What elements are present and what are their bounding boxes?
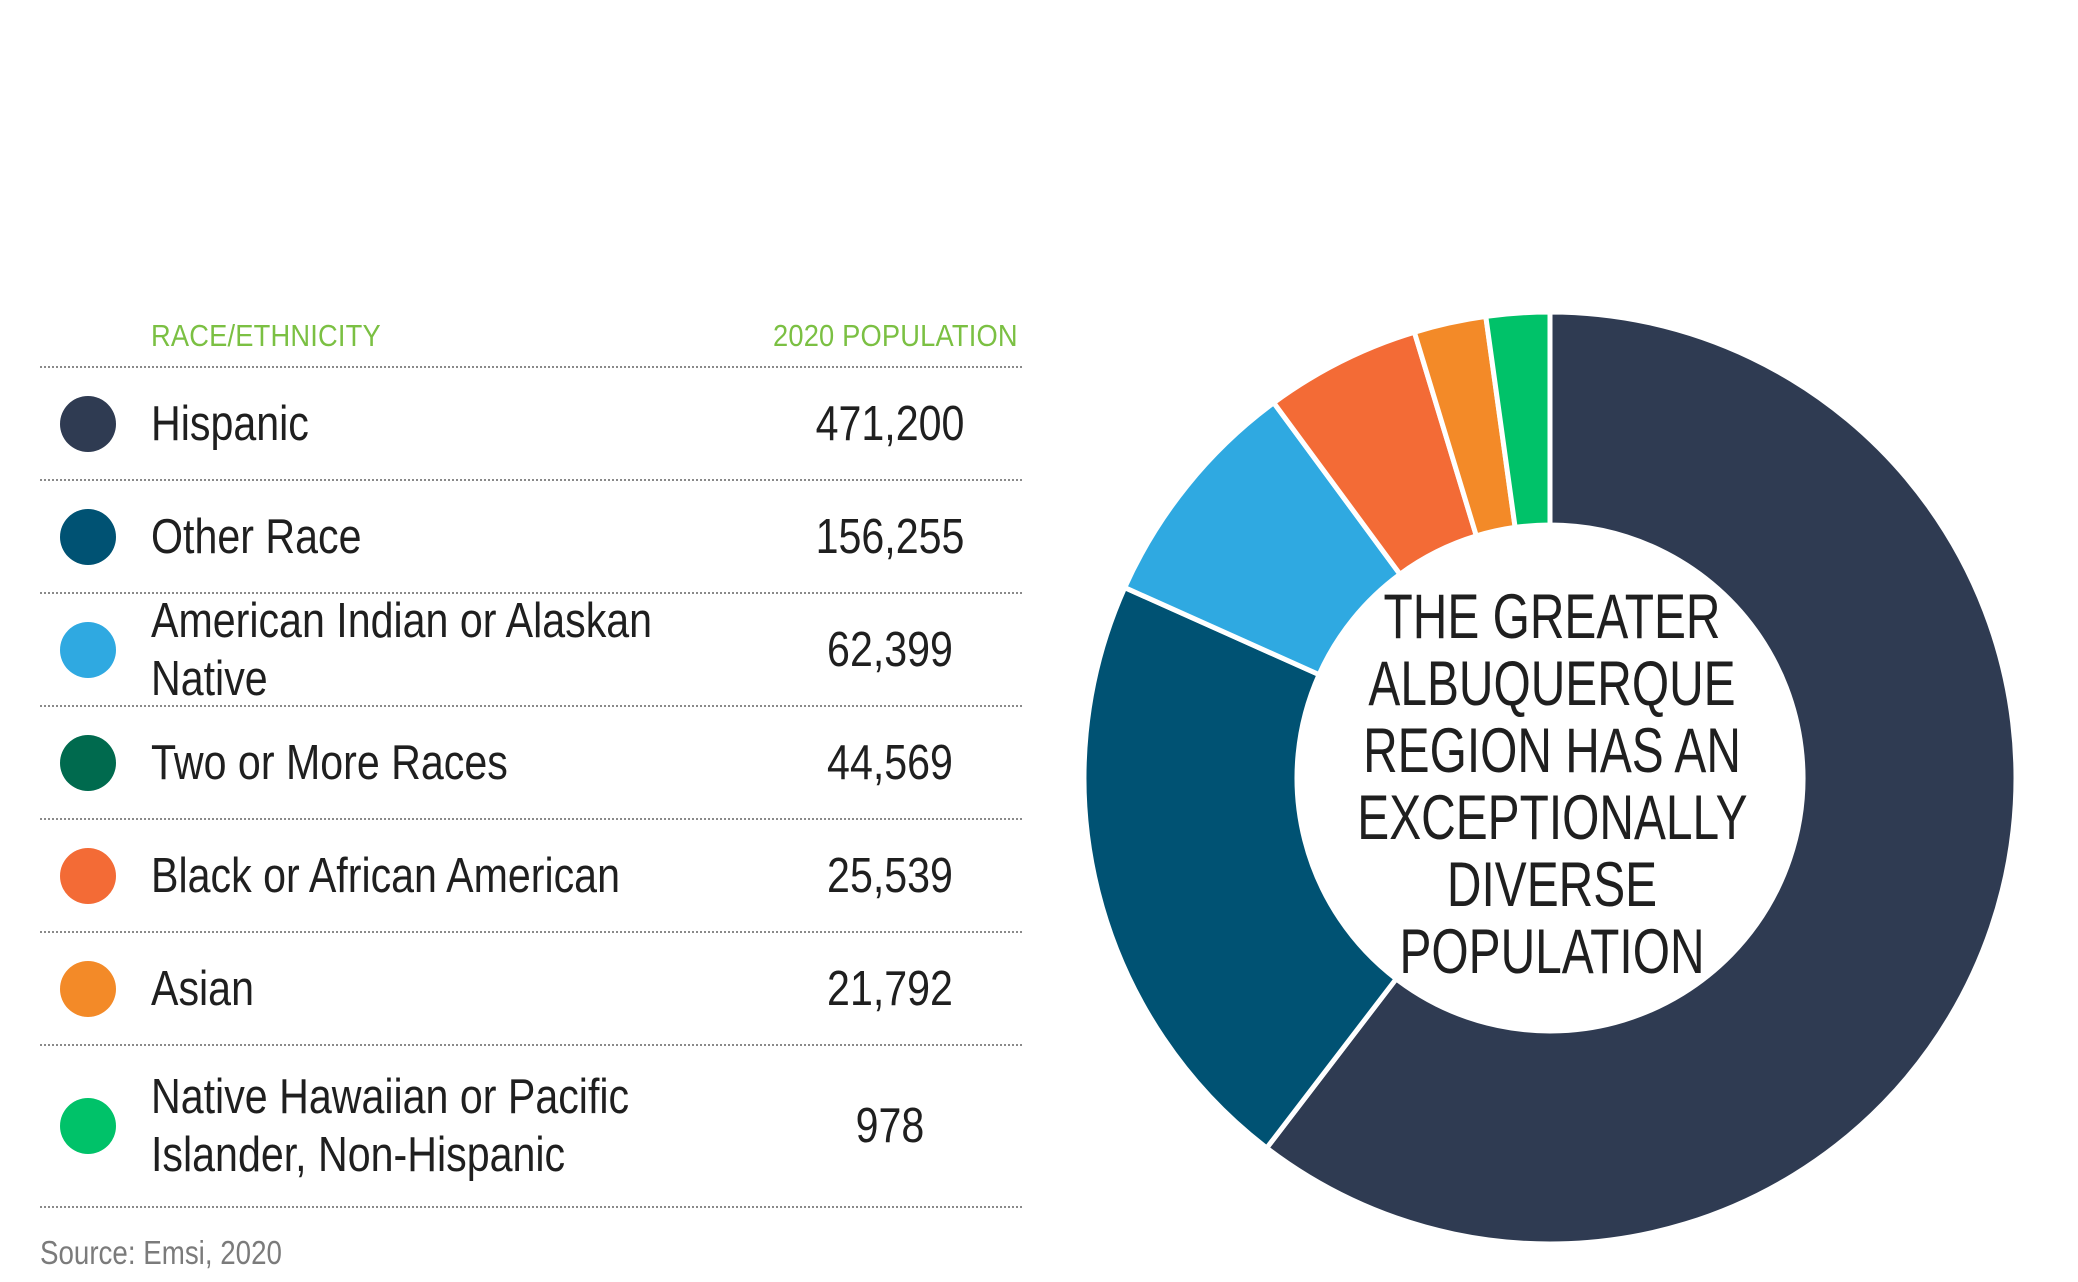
table-row: Native Hawaiian or Pacific Islander, Non…	[40, 1046, 1022, 1208]
row-label-black: Black or African American	[151, 848, 620, 903]
legend-swatch-two-or-more	[60, 734, 116, 791]
table-row: Hispanic 471,200	[40, 368, 1022, 481]
chart-title: THE GREATER ALBUQUERQUE REGION HAS AN EX…	[1357, 582, 1748, 987]
row-label-two-or-more: Two or More Races	[151, 735, 508, 790]
table-row: Black or African American 25,539	[40, 820, 1022, 933]
row-value-black: 25,539	[827, 848, 953, 903]
table-row: Other Race 156,255	[40, 481, 1022, 594]
table-row: Asian 21,792	[40, 933, 1022, 1046]
population-header: 2020 POPULATION	[773, 318, 1018, 353]
legend-swatch-american-indian	[60, 621, 116, 678]
row-value-hispanic: 471,200	[815, 396, 965, 451]
population-table: RACE/ETHNICITY 2020 POPULATION Hispanic …	[40, 300, 1022, 1208]
source-note: Source: Emsi, 2020	[40, 1234, 282, 1271]
row-value-native-hawaiian: 978	[855, 1099, 925, 1153]
row-value-two-or-more: 44,569	[827, 735, 953, 790]
donut-slice-1	[1081, 585, 1399, 1151]
row-label-other-race: Other Race	[151, 509, 362, 564]
donut-slice-0	[1264, 309, 2019, 1247]
row-label-american-indian: American Indian or Alaskan Native	[151, 593, 653, 706]
legend-swatch-asian	[60, 960, 116, 1017]
table-row: American Indian or Alaskan Native 62,399	[40, 594, 1022, 707]
row-value-american-indian: 62,399	[827, 622, 953, 677]
legend-swatch-hispanic	[60, 395, 116, 452]
race-ethnicity-header: RACE/ETHNICITY	[151, 318, 381, 353]
donut-slice-5	[1483, 309, 1553, 530]
row-label-asian: Asian	[151, 961, 254, 1016]
legend-swatch-black	[60, 847, 116, 904]
row-label-hispanic: Hispanic	[151, 396, 309, 451]
legend-swatch-other-race	[60, 508, 116, 565]
legend-swatch-native-hawaiian	[60, 1098, 116, 1154]
row-value-other-race: 156,255	[815, 509, 965, 564]
table-row: Two or More Races 44,569	[40, 707, 1022, 820]
row-label-native-hawaiian: Native Hawaiian or Pacific Islander, Non…	[151, 1070, 630, 1182]
table-header: RACE/ETHNICITY 2020 POPULATION	[40, 300, 1022, 368]
donut-segments	[1081, 309, 2019, 1247]
row-value-asian: 21,792	[827, 961, 953, 1016]
